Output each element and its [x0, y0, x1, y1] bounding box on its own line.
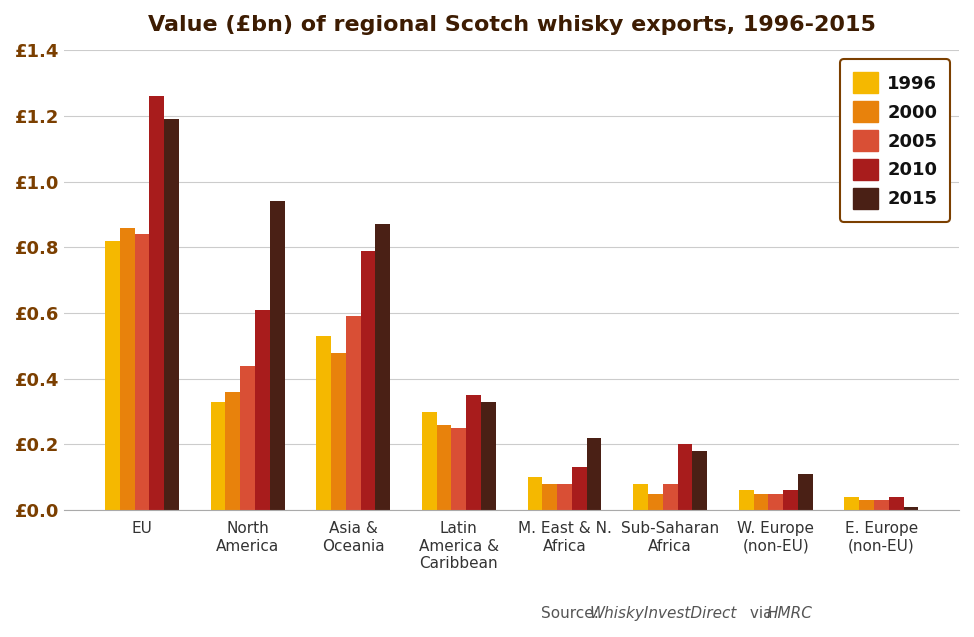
Bar [798, 474, 812, 510]
Bar [481, 402, 496, 510]
Bar [346, 317, 360, 510]
Bar [134, 234, 149, 510]
Bar [738, 490, 754, 510]
Bar [120, 228, 134, 510]
Bar [436, 425, 452, 510]
Text: Source:: Source: [541, 606, 603, 621]
Bar [270, 201, 284, 510]
Bar [543, 484, 557, 510]
Bar [572, 468, 586, 510]
Title: Value (£bn) of regional Scotch whisky exports, 1996-2015: Value (£bn) of regional Scotch whisky ex… [148, 15, 876, 35]
Bar [693, 451, 707, 510]
Bar [149, 96, 165, 510]
Bar [210, 402, 225, 510]
Bar [225, 392, 241, 510]
Bar [255, 310, 270, 510]
Bar [783, 490, 798, 510]
Bar [648, 494, 662, 510]
Bar [754, 494, 768, 510]
Bar [768, 494, 783, 510]
Bar [678, 445, 693, 510]
Bar [241, 366, 255, 510]
Bar [874, 500, 888, 510]
Text: WhiskyInvestDirect: WhiskyInvestDirect [589, 606, 736, 621]
Bar [528, 477, 543, 510]
Bar [586, 438, 602, 510]
Bar [165, 119, 179, 510]
Bar [904, 507, 918, 510]
Bar [633, 484, 648, 510]
Bar [105, 241, 120, 510]
Text: via: via [745, 606, 777, 621]
Bar [844, 497, 859, 510]
Bar [422, 412, 436, 510]
Bar [331, 352, 346, 510]
Bar [360, 251, 375, 510]
Bar [557, 484, 572, 510]
Bar [888, 497, 904, 510]
Bar [452, 428, 467, 510]
Legend: 1996, 2000, 2005, 2010, 2015: 1996, 2000, 2005, 2010, 2015 [841, 59, 950, 222]
Bar [662, 484, 678, 510]
Bar [859, 500, 874, 510]
Bar [317, 336, 331, 510]
Bar [375, 224, 391, 510]
Text: HMRC: HMRC [767, 606, 812, 621]
Bar [467, 395, 481, 510]
